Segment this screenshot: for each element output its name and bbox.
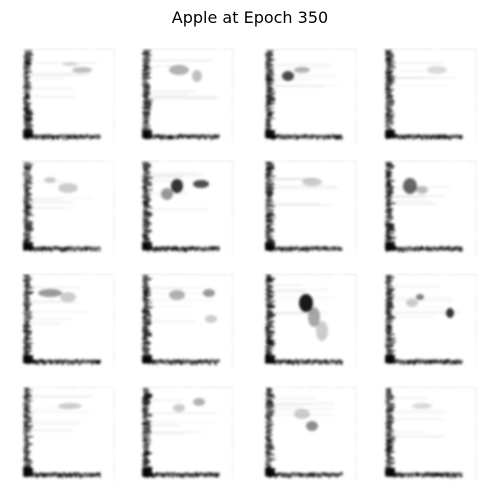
smudge <box>316 321 328 341</box>
smudge <box>302 178 322 186</box>
smudge <box>416 186 428 194</box>
left-stroke <box>142 275 149 277</box>
left-stroke <box>386 275 392 277</box>
sample-image <box>141 160 234 255</box>
left-stroke <box>265 275 272 277</box>
sample-tile <box>20 160 116 256</box>
sample-image <box>141 273 234 368</box>
smudge <box>38 289 62 297</box>
sample-tile <box>382 160 478 256</box>
smudge <box>406 299 418 307</box>
sample-image <box>22 160 115 255</box>
smudge <box>60 292 76 302</box>
smudge <box>412 403 432 409</box>
sample-tile <box>139 160 235 256</box>
smudge <box>308 307 320 327</box>
sample-image <box>264 160 357 255</box>
left-stroke <box>24 388 30 390</box>
smudge <box>299 294 313 312</box>
left-stroke <box>24 50 33 52</box>
sample-image <box>264 48 357 143</box>
sample-tile <box>139 386 235 482</box>
smudge <box>173 404 185 412</box>
smudge <box>169 65 189 75</box>
sample-tile <box>262 160 358 256</box>
left-stroke <box>266 50 274 52</box>
figure-title: Apple at Epoch 350 <box>171 8 329 27</box>
smudge <box>44 177 56 183</box>
smudge <box>58 183 78 193</box>
sample-tile <box>262 273 358 369</box>
left-stroke <box>23 275 30 277</box>
sample-tile <box>139 273 235 369</box>
smudge <box>282 71 294 81</box>
smudge <box>427 66 447 74</box>
smudge <box>72 67 92 73</box>
left-stroke <box>142 162 149 164</box>
sample-tile <box>262 386 358 482</box>
sample-image <box>141 48 234 143</box>
sample-image <box>384 160 477 255</box>
sample-image <box>264 386 357 481</box>
sample-tile <box>382 386 478 482</box>
sample-tile <box>139 48 235 144</box>
sample-tile <box>20 273 116 369</box>
smudge <box>171 179 183 193</box>
smudge <box>446 308 454 318</box>
left-stroke <box>143 50 152 52</box>
sample-tile <box>20 386 116 482</box>
smudge <box>62 62 78 66</box>
smudge <box>403 178 417 194</box>
smudge <box>294 409 310 419</box>
sample-image <box>141 386 234 479</box>
smudge <box>294 67 310 73</box>
left-stroke <box>23 162 30 164</box>
sample-image <box>22 386 115 481</box>
sample-tile <box>20 48 116 144</box>
smudge <box>192 70 202 82</box>
smudge <box>193 180 209 188</box>
sample-image <box>384 48 477 141</box>
left-stroke <box>266 388 272 390</box>
sample-image <box>384 273 477 368</box>
smudge <box>161 188 173 200</box>
left-stroke <box>265 162 272 164</box>
left-stroke <box>143 388 149 390</box>
left-stroke <box>385 162 392 164</box>
sample-tile <box>262 48 358 144</box>
sample-tile <box>382 273 478 369</box>
smudge <box>416 294 424 300</box>
sample-image <box>22 48 115 143</box>
smudge <box>205 315 217 323</box>
sample-tile <box>382 48 478 144</box>
smudge <box>306 421 318 431</box>
smudge <box>58 403 82 409</box>
smudge <box>203 289 215 297</box>
smudge <box>169 290 185 300</box>
smudge <box>193 398 205 406</box>
sample-image <box>264 273 357 368</box>
sample-image <box>384 386 477 481</box>
left-stroke <box>386 388 391 390</box>
sample-image <box>22 273 115 366</box>
left-stroke <box>385 50 392 52</box>
